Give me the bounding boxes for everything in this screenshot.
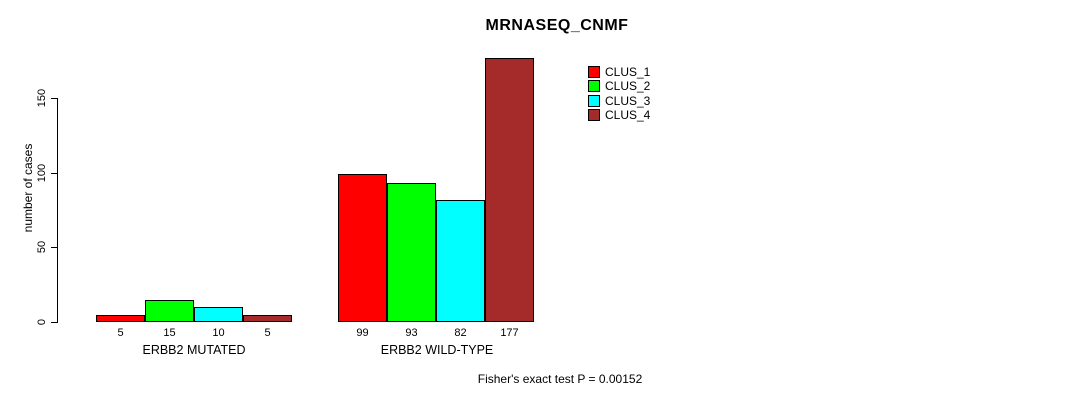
y-tick-mark-50 [51,247,58,248]
legend-swatch-CLUS_3 [588,95,600,107]
bar-value-CLUS_4-group1: 5 [264,327,271,339]
y-tick-label-150: 150 [36,88,48,108]
legend-label-CLUS_3: CLUS_3 [605,94,651,108]
legend-swatch-CLUS_1 [588,66,600,78]
bar-CLUS_3-group2 [436,200,485,322]
y-tick-mark-150 [51,98,58,99]
legend-item-CLUS_3: CLUS_3 [588,95,650,107]
bar-value-CLUS_2-group2: 93 [405,327,418,339]
group-label-erbb2-wild-type: ERBB2 WILD-TYPE [380,343,494,357]
bar-value-CLUS_3-group2: 82 [454,327,467,339]
legend-item-CLUS_4: CLUS_4 [588,109,650,121]
legend-label-CLUS_1: CLUS_1 [605,65,651,79]
bar-CLUS_4-group2 [485,58,534,322]
bar-CLUS_2-group1 [145,300,194,322]
fisher-test-annotation: Fisher's exact test P = 0.00152 [477,372,643,386]
legend-item-CLUS_1: CLUS_1 [588,66,650,78]
bar-value-CLUS_1-group1: 5 [117,327,124,339]
y-axis-line [57,98,58,323]
legend-item-CLUS_2: CLUS_2 [588,80,650,92]
legend-label-CLUS_4: CLUS_4 [605,108,651,122]
group-label-erbb2-mutated: ERBB2 MUTATED [142,343,246,357]
y-tick-label-100: 100 [36,163,48,183]
bar-CLUS_3-group1 [194,307,243,322]
legend-swatch-CLUS_2 [588,80,600,92]
y-tick-label-0: 0 [36,318,48,326]
bar-CLUS_1-group2 [338,174,387,322]
y-axis-title: number of cases [21,143,35,233]
chart-title: MRNASEQ_CNMF [485,17,629,34]
bar-CLUS_1-group1 [96,315,145,322]
y-tick-mark-0 [51,322,58,323]
bar-CLUS_4-group1 [243,315,292,322]
legend-swatch-CLUS_4 [588,109,600,121]
y-tick-label-50: 50 [36,240,48,254]
bar-value-CLUS_2-group1: 15 [163,327,176,339]
legend-label-CLUS_2: CLUS_2 [605,79,651,93]
y-tick-mark-100 [51,173,58,174]
bar-value-CLUS_4-group2: 177 [500,327,519,339]
bar-CLUS_2-group2 [387,183,436,322]
bar-value-CLUS_1-group2: 99 [356,327,369,339]
bar-value-CLUS_3-group1: 10 [212,327,225,339]
